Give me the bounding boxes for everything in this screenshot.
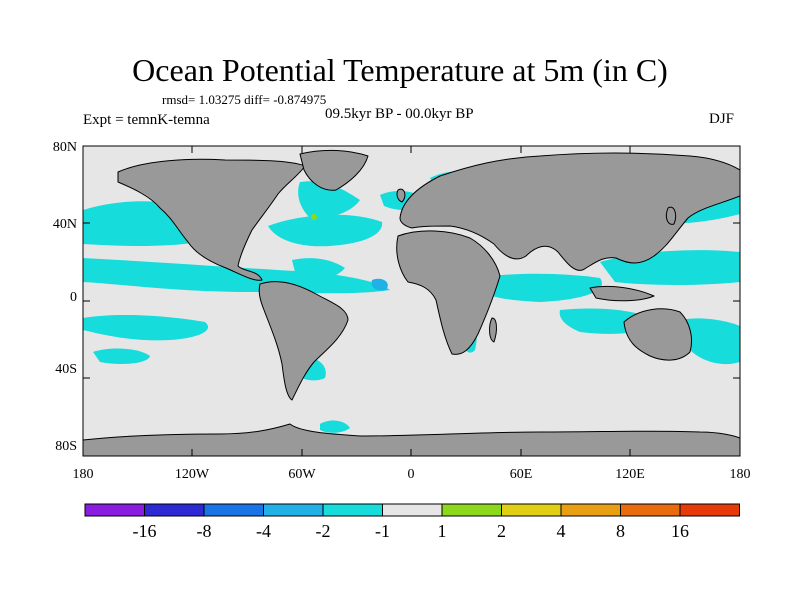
lon-label-60e: 60E [510, 467, 533, 482]
colorbar-box-6 [382, 503, 443, 517]
colorbar-box-7 [441, 503, 502, 517]
colorbar-box-8 [501, 503, 562, 517]
indonesia [589, 285, 655, 302]
colorbar-label: -1 [375, 521, 390, 541]
uk [396, 188, 406, 203]
eurasia [399, 152, 740, 271]
colorbar-label: 4 [557, 521, 566, 541]
lat-label-0: 0 [70, 290, 77, 305]
colorbar-box-3 [203, 503, 264, 517]
colorbar-label: 2 [497, 521, 506, 541]
lon-label-120e: 120E [615, 467, 645, 482]
lat-label-40s: 40S [55, 362, 77, 377]
colorbar: -16 -8 -4 -2 -1 1 2 4 8 16 [84, 503, 740, 541]
colorbar-label: 8 [616, 521, 625, 541]
colorbar-box-9 [560, 503, 621, 517]
lon-label-60w: 60W [288, 467, 316, 482]
australia [623, 308, 693, 361]
lon-label-0: 0 [408, 467, 415, 482]
south-america [258, 281, 349, 401]
experiment-label: Expt = temnK-temna [83, 112, 210, 128]
madagascar [489, 317, 497, 343]
lat-label-80n: 80N [53, 140, 77, 155]
colorbar-label: 16 [671, 521, 689, 541]
stats-text: rmsd= 1.03275 diff= -0.874975 [162, 92, 327, 107]
season-label: DJF [709, 111, 735, 127]
colorbar-box-4 [263, 503, 324, 517]
lat-label-40n: 40N [53, 217, 77, 232]
japan [665, 206, 677, 225]
anomaly-green-spot [311, 214, 317, 220]
lon-label-120w: 120W [175, 467, 210, 482]
lat-label-80s: 80S [55, 439, 77, 454]
lon-label-180e: 180 [730, 467, 751, 482]
colorbar-box-11 [679, 503, 740, 517]
lon-label-180w: 180 [73, 467, 94, 482]
map-title: Ocean Potential Temperature at 5m (in C) [132, 52, 668, 88]
colorbar-box-2 [144, 503, 205, 517]
colorbar-box-10 [620, 503, 681, 517]
colorbar-label: 1 [438, 521, 447, 541]
colorbar-label: -2 [316, 521, 331, 541]
colorbar-label: -16 [133, 521, 157, 541]
colorbar-box-5 [322, 503, 383, 517]
period-label: 09.5kyr BP - 00.0kyr BP [325, 106, 474, 122]
antarctica [83, 423, 740, 456]
colorbar-label: -8 [197, 521, 212, 541]
north-america [117, 158, 306, 281]
axis-ticks [82, 145, 741, 457]
greenland [299, 149, 369, 191]
africa [396, 230, 501, 355]
colorbar-box-1 [84, 503, 145, 517]
land-masses [83, 149, 740, 456]
colorbar-label: -4 [256, 521, 271, 541]
